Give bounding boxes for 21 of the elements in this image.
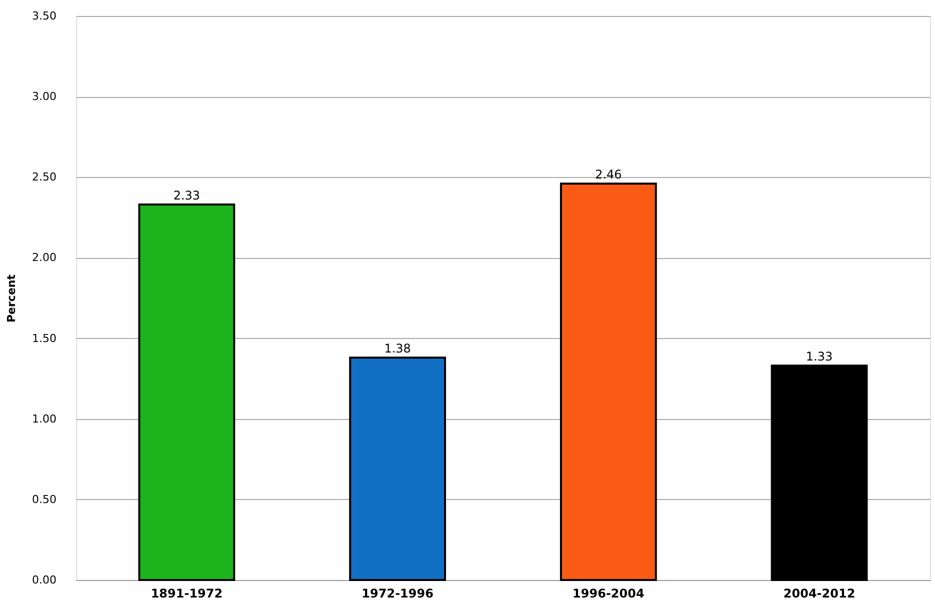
x-tick-label: 1891-1972 — [150, 586, 223, 600]
data-label: 2.46 — [595, 168, 622, 182]
data-label: 1.38 — [384, 342, 411, 356]
bar — [349, 356, 446, 581]
x-tick-label: 1996-2004 — [572, 586, 644, 600]
x-tick-label: 1972-1996 — [362, 586, 434, 600]
y-tick-label: 0.50 — [32, 492, 56, 506]
y-tick-label: 1.00 — [32, 412, 56, 426]
y-tick-label: 3.50 — [32, 10, 56, 22]
data-label: 1.33 — [806, 350, 833, 364]
x-tick-label: 2004-2012 — [783, 586, 856, 600]
bar — [138, 204, 236, 581]
y-tick-label: 0.00 — [32, 574, 56, 586]
y-tick-label: 2.50 — [32, 170, 56, 184]
y-axis-title: Percent — [5, 274, 18, 323]
y-tick-label: 3.00 — [32, 90, 56, 104]
y-tick-label: 1.50 — [32, 332, 56, 345]
data-label: 2.33 — [173, 188, 200, 203]
bar — [560, 182, 657, 581]
bar — [770, 364, 868, 581]
y-tick-label: 2.00 — [32, 251, 56, 264]
